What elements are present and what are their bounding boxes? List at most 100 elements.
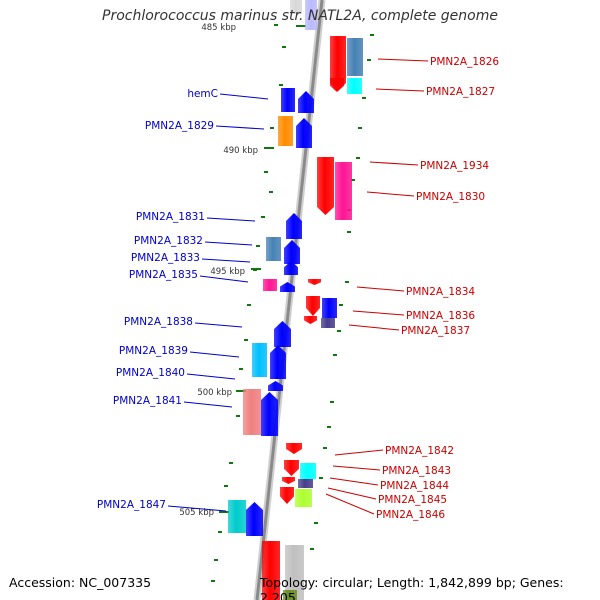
gene-1832-leader bbox=[204, 241, 253, 246]
gene-1836-leader bbox=[352, 310, 405, 316]
gene-1846-leader bbox=[325, 493, 375, 515]
gene-1827-label[interactable]: PMN2A_1827 bbox=[426, 86, 495, 98]
kbp-label: 495 kbp bbox=[210, 267, 245, 277]
gene-1827 bbox=[347, 78, 362, 94]
gene-1826-leader bbox=[377, 58, 429, 62]
gene-1934-label[interactable]: PMN2A_1934 bbox=[420, 160, 489, 172]
gene-1838-label[interactable]: PMN2A_1838 bbox=[124, 316, 193, 328]
kbp-tick bbox=[251, 268, 261, 270]
gene-1826-label[interactable]: PMN2A_1826 bbox=[430, 56, 499, 68]
kbp-label: 505 kbp bbox=[179, 508, 214, 518]
gene-1831-leader bbox=[206, 217, 256, 222]
gene-1847-label[interactable]: PMN2A_1847 bbox=[97, 499, 166, 511]
gene-1833 bbox=[284, 261, 298, 275]
kbp-labels: 485 kbp 490 kbp 495 kbp 500 kbp 505 kbp bbox=[179, 23, 258, 518]
scale-tick bbox=[270, 127, 274, 129]
scale-tick bbox=[370, 34, 374, 36]
gene-1831 bbox=[286, 213, 302, 239]
gene-1834-label[interactable]: PMN2A_1834 bbox=[406, 286, 475, 298]
scale-tick bbox=[347, 231, 351, 233]
gene-1834-leader bbox=[356, 286, 405, 292]
gene-1839-leader bbox=[189, 351, 240, 358]
gene-1827-leader bbox=[375, 88, 425, 92]
gene-1844-leader bbox=[329, 477, 379, 486]
scale-tick bbox=[339, 304, 343, 306]
scale-tick bbox=[279, 84, 283, 86]
kbp-tick bbox=[296, 25, 306, 27]
gene-1831-label[interactable]: PMN2A_1831 bbox=[136, 211, 205, 223]
scale-tick bbox=[247, 304, 251, 306]
gene-1839 bbox=[252, 343, 267, 377]
scale-tick bbox=[236, 415, 240, 417]
gene-1826b bbox=[347, 38, 363, 76]
accession-text: Accession: NC_007335 bbox=[9, 575, 152, 590]
map-title: Prochlorococcus marinus str. NATL2A, com… bbox=[102, 8, 498, 24]
scale-tick bbox=[323, 447, 327, 449]
scale-tick bbox=[274, 24, 278, 26]
gene-1846-label[interactable]: PMN2A_1846 bbox=[376, 509, 445, 521]
gene-1836-2 bbox=[322, 298, 337, 318]
gene-1842 bbox=[286, 443, 302, 454]
gene-hemC-leader bbox=[219, 93, 269, 100]
scale-tick bbox=[244, 339, 248, 341]
kbp-tick bbox=[264, 147, 274, 149]
gene-hemC-label[interactable]: hemC bbox=[187, 88, 218, 100]
gene-1837-label[interactable]: PMN2A_1837 bbox=[401, 325, 470, 337]
gene-1845-label[interactable]: PMN2A_1845 bbox=[378, 494, 447, 506]
gene-1829 bbox=[278, 116, 293, 146]
gene-1843-label[interactable]: PMN2A_1843 bbox=[382, 465, 451, 477]
scale-tick bbox=[211, 580, 215, 582]
gene-1843 bbox=[300, 463, 316, 479]
gene-1843-arrow bbox=[284, 460, 299, 476]
gene-bottom-3 bbox=[283, 590, 297, 600]
gene-1832-label[interactable]: PMN2A_1832 bbox=[134, 235, 203, 247]
gene-1842-label[interactable]: PMN2A_1842 bbox=[385, 445, 454, 457]
kbp-tick bbox=[219, 511, 229, 513]
scale-tick bbox=[330, 401, 334, 403]
gene-1830-label[interactable]: PMN2A_1830 bbox=[416, 191, 485, 203]
gene-1837-arrow bbox=[304, 316, 317, 324]
gene-1829-label[interactable]: PMN2A_1829 bbox=[145, 120, 214, 132]
gene-bottom-1 bbox=[262, 541, 280, 600]
scale-tick bbox=[337, 330, 341, 332]
gene-1835-label[interactable]: PMN2A_1835 bbox=[129, 269, 198, 281]
scale-tick bbox=[358, 127, 362, 129]
gene-1836-label[interactable]: PMN2A_1836 bbox=[406, 310, 475, 322]
gene-1827-arrow bbox=[330, 78, 344, 92]
scale-tick bbox=[362, 97, 366, 99]
gene-1833-label[interactable]: PMN2A_1833 bbox=[131, 252, 200, 264]
gene-1837-leader bbox=[348, 324, 400, 331]
scale-tick bbox=[269, 191, 273, 193]
gene-1844-label[interactable]: PMN2A_1844 bbox=[380, 480, 449, 492]
scale-tick bbox=[214, 559, 218, 561]
gene-1841 bbox=[243, 389, 261, 435]
gene-hemC bbox=[281, 88, 295, 112]
kbp-label: 490 kbp bbox=[223, 146, 258, 156]
gene-1835 bbox=[263, 279, 277, 291]
scale-tick bbox=[333, 354, 337, 356]
gene-1832 bbox=[266, 237, 281, 261]
gene-1840-label[interactable]: PMN2A_1840 bbox=[116, 367, 185, 379]
gene-1934-leader bbox=[369, 161, 419, 166]
kbp-tick bbox=[236, 390, 246, 392]
gene-labels: PMN2A_1826 PMN2A_1827 hemC PMN2A_1829 PMN2A_… bbox=[97, 56, 499, 521]
gene-faded-top bbox=[305, 0, 317, 30]
kbp-label: 485 kbp bbox=[201, 23, 236, 33]
gene-1826 bbox=[330, 36, 346, 91]
gene-1835-leader bbox=[199, 275, 249, 283]
topology-text: Topology: circular; Length: 1,842,899 bp… bbox=[260, 575, 564, 600]
scale-tick bbox=[367, 59, 371, 61]
scale-tick bbox=[310, 548, 314, 550]
gene-hemC-2 bbox=[298, 91, 314, 113]
scale-tick bbox=[351, 179, 355, 181]
gene-1841-label[interactable]: PMN2A_1841 bbox=[113, 395, 182, 407]
scale-tick bbox=[264, 171, 268, 173]
gene-1829-2 bbox=[296, 118, 312, 148]
gene-1837 bbox=[321, 318, 335, 328]
gene-1840 bbox=[268, 381, 283, 391]
gene-1847-leader bbox=[167, 505, 227, 512]
scale-tick bbox=[327, 426, 331, 428]
gene-1840-leader bbox=[186, 373, 236, 380]
gene-1839-label[interactable]: PMN2A_1839 bbox=[119, 345, 188, 357]
gene-1841-2 bbox=[261, 392, 278, 436]
